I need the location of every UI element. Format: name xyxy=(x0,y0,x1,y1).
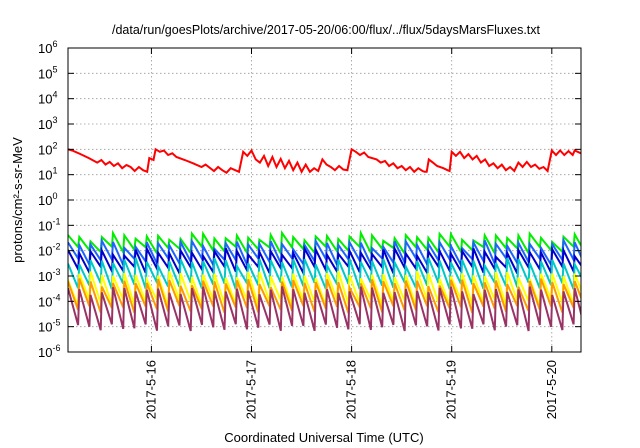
x-tick-label: 2017-5-16 xyxy=(143,360,158,419)
x-axis: 2017-5-16 2017-5-17 2017-5-18 2017-5-19 2017… xyxy=(143,48,559,419)
y-tick-exponent: 5 xyxy=(52,64,57,74)
y-tick-base: 10 xyxy=(38,41,52,56)
y-tick-label: 10-1 xyxy=(38,216,60,233)
y-tick-label: 105 xyxy=(38,64,57,81)
y-tick-exponent: 3 xyxy=(52,115,57,125)
y-tick-exponent: 2 xyxy=(52,140,57,150)
y-tick-exponent: 4 xyxy=(52,90,57,100)
y-tick-base: 10 xyxy=(38,142,52,157)
y-tick-label: 10-4 xyxy=(38,292,60,309)
x-tick-label: 2017-5-20 xyxy=(544,360,559,419)
y-tick-label: 10-2 xyxy=(38,242,60,259)
y-tick-exponent: -6 xyxy=(52,343,60,353)
y-tick-base: 10 xyxy=(38,294,52,309)
y-tick-label: 103 xyxy=(38,115,57,132)
series-line-1 xyxy=(68,147,581,174)
y-tick-exponent: -2 xyxy=(52,242,60,252)
y-tick-base: 10 xyxy=(38,168,52,183)
y-tick-label: 10-3 xyxy=(38,267,60,284)
y-tick-label: 106 xyxy=(38,39,57,56)
y-tick-exponent: -5 xyxy=(52,318,60,328)
y-tick-exponent: -1 xyxy=(52,216,60,226)
y-tick-exponent: 0 xyxy=(52,191,57,201)
x-axis-label: Coordinated Universal Time (UTC) xyxy=(224,430,423,445)
y-tick-exponent: 6 xyxy=(52,39,57,49)
series-line-8 xyxy=(68,286,581,332)
y-tick-label: 10-6 xyxy=(38,343,60,360)
y-tick-base: 10 xyxy=(38,269,52,284)
y-tick-base: 10 xyxy=(38,244,52,259)
y-axis-label: protons/cm²-s-sr-MeV xyxy=(10,137,25,263)
y-tick-base: 10 xyxy=(38,193,52,208)
y-tick-base: 10 xyxy=(38,66,52,81)
y-tick-base: 10 xyxy=(38,345,52,360)
y-axis: 10-610-510-410-310-210-11001011021031041… xyxy=(38,39,581,360)
y-tick-label: 101 xyxy=(38,166,57,183)
y-tick-label: 104 xyxy=(38,90,57,107)
chart-title: /data/run/goesPlots/archive/2017-05-20/0… xyxy=(112,23,541,37)
x-tick-label: 2017-5-17 xyxy=(244,360,259,419)
y-tick-base: 10 xyxy=(38,92,52,107)
y-tick-label: 102 xyxy=(38,140,57,157)
y-tick-label: 100 xyxy=(38,191,57,208)
y-tick-base: 10 xyxy=(38,218,52,233)
x-tick-label: 2017-5-19 xyxy=(444,360,459,419)
y-tick-exponent: 1 xyxy=(52,166,57,176)
series-group xyxy=(68,147,581,332)
y-tick-label: 10-5 xyxy=(38,318,60,335)
x-tick-label: 2017-5-18 xyxy=(344,360,359,419)
y-tick-exponent: -4 xyxy=(52,292,60,302)
y-tick-exponent: -3 xyxy=(52,267,60,277)
y-tick-base: 10 xyxy=(38,117,52,132)
y-tick-base: 10 xyxy=(38,320,52,335)
